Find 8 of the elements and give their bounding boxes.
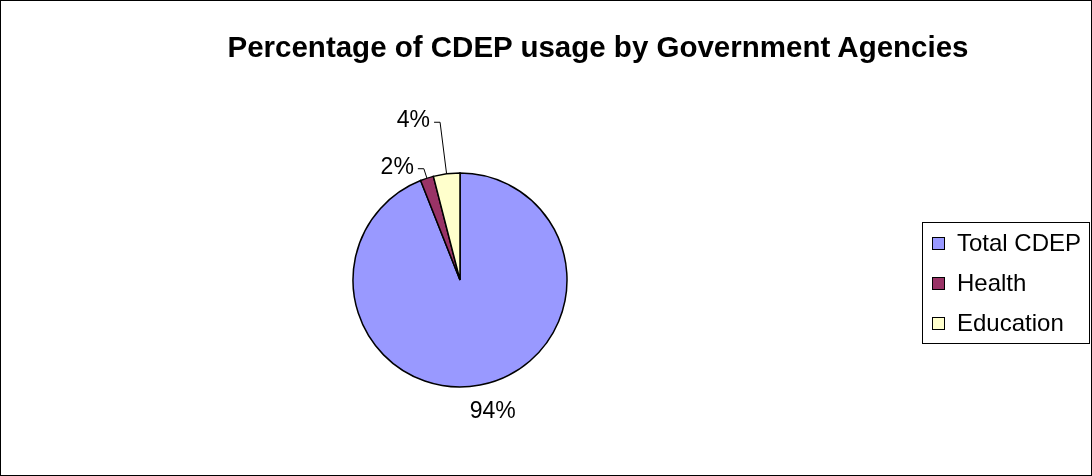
legend-label: Health — [957, 269, 1027, 297]
chart-title: Percentage of CDEP usage by Government Agencies — [227, 30, 969, 64]
data-label: 2% — [380, 152, 414, 179]
pie-slice — [352, 172, 568, 388]
data-label: 4% — [396, 106, 431, 133]
legend-label: Total CDEP — [957, 229, 1082, 257]
data-label: 94% — [469, 396, 516, 423]
legend-label: Education — [957, 309, 1064, 337]
